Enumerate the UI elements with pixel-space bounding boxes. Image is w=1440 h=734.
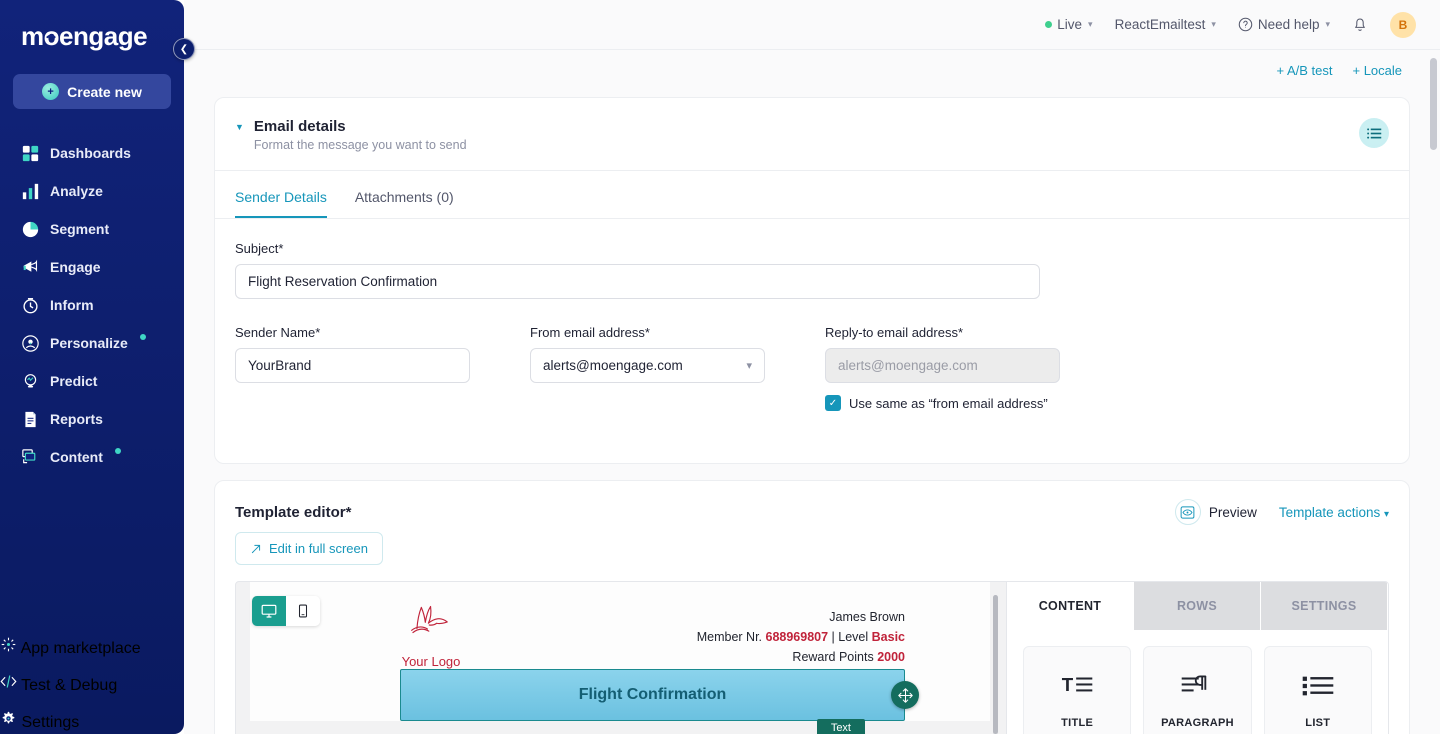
svg-text:T: T [1062,674,1074,695]
